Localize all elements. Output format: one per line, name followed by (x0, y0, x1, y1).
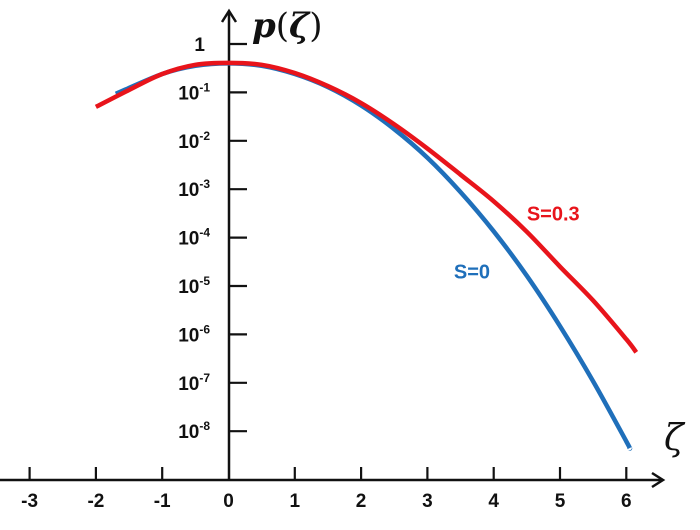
x-tick-label: 6 (621, 491, 632, 512)
x-tick-label: 0 (223, 491, 234, 512)
x-ticks: -3 -2 -1 0 1 2 3 4 5 6 (21, 467, 632, 512)
x-tick-label: 2 (356, 491, 367, 512)
x-tick-label: -2 (87, 491, 104, 512)
y-tick-label: 10-7 (178, 371, 210, 395)
y-tick-label: 10-8 (178, 419, 210, 443)
series-label: S=0.3 (527, 203, 580, 225)
y-axis-title: p(ζ) (252, 6, 322, 46)
series-label: S=0 (454, 261, 490, 283)
y-tick-label: 10-2 (178, 129, 210, 153)
y-tick-label: 10-3 (178, 177, 210, 201)
axes (0, 8, 666, 489)
x-tick-label: 5 (555, 491, 566, 512)
y-tick-label: 10-6 (178, 322, 210, 346)
x-axis-arrow-icon (651, 471, 666, 489)
series (94, 60, 639, 451)
x-tick-label: 3 (422, 491, 433, 512)
y-tick-label: 10-5 (178, 274, 210, 298)
x-axis-title: ζ (664, 418, 686, 459)
y-tick-label: 10-4 (178, 226, 210, 250)
x-tick-label: 1 (290, 491, 301, 512)
y-tick-label: 1 (194, 35, 205, 56)
annotations: S=0.3 S=0 (454, 203, 580, 283)
y-tick-label: 10-1 (178, 80, 210, 104)
x-tick-label: -1 (154, 491, 171, 512)
x-tick-label: -3 (21, 491, 38, 512)
series-line-s03 (94, 60, 639, 354)
y-ticks: 1 10-1 10-2 10-3 10-4 10-5 10-6 10-7 10-8 (178, 35, 247, 443)
x-tick-label: 4 (488, 491, 499, 512)
y-axis-arrow-icon (220, 8, 238, 23)
